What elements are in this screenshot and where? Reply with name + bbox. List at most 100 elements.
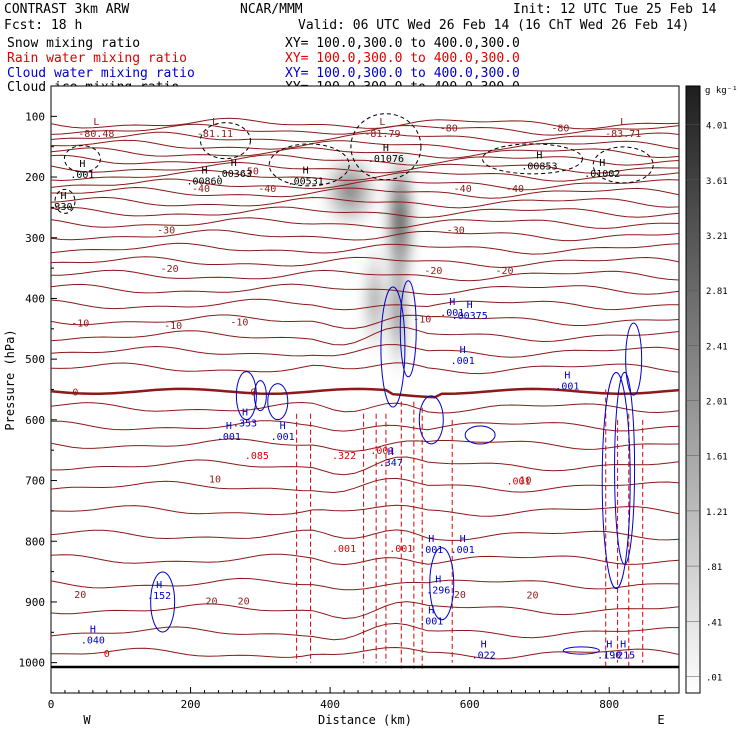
cloud-high-marker: H <box>460 345 466 356</box>
colorbar-tick-label: 2.41 <box>706 342 728 352</box>
isotherm-label: 10 <box>519 475 531 486</box>
colorbar-tick-label: .01 <box>706 673 722 683</box>
colorbar-ticks: 4.01 3.61 3.21 2.81 2.41 2.01 1.61 1.21 .81 .41 .0… <box>686 122 728 683</box>
cloud-ice-contour <box>481 143 583 175</box>
y-tick-label: 300 <box>25 232 45 245</box>
cloud-max-label: .022 <box>472 651 496 662</box>
cloud-water-contour <box>429 547 455 621</box>
x-tick-label: 600 <box>460 698 480 711</box>
cloud-water-contour <box>399 280 417 378</box>
x-axis-ticks: 0 200 400 600 800 <box>48 687 680 711</box>
isotherm-line <box>51 438 679 452</box>
isotherm-line <box>51 147 679 159</box>
low-value-label: -80.48 <box>78 129 114 140</box>
isotherm-line <box>51 178 679 191</box>
temperature-contours <box>51 117 679 660</box>
isotherm-label: 20 <box>205 597 217 608</box>
isotherm-line <box>51 154 679 166</box>
snow-plume-trail <box>361 240 389 360</box>
low-value-label: -81.79 <box>364 129 400 140</box>
colorbar-tick-label: 4.01 <box>706 122 728 132</box>
title-left: CONTRAST 3km ARW <box>4 2 130 17</box>
y-axis-ticks: 100 200 300 400 500 600 700 800 900 1000 <box>19 85 57 694</box>
low-value-label: -83.71 <box>605 129 641 140</box>
cloud-ice-contour <box>268 143 350 187</box>
cloud-max-label: .215 <box>611 651 635 662</box>
low-marker: L <box>93 117 99 128</box>
colorbar-tick-label: 1.21 <box>706 508 728 518</box>
cloud-high-marker: H <box>606 640 612 651</box>
isotherm-label: 0 <box>250 387 256 398</box>
isotherm-line <box>51 256 679 269</box>
cloud-water-contour <box>150 571 176 633</box>
isotherm-label: -20 <box>424 266 442 277</box>
low-marker: L <box>379 117 385 128</box>
colorbar-tick-label: 3.21 <box>706 232 728 242</box>
snow-high-marker: H <box>303 165 309 176</box>
colorbar-ramp <box>685 85 701 694</box>
isotherm-label: -80 <box>551 123 569 134</box>
low-value-label: -81.11 <box>197 129 233 140</box>
cloud-high-marker: H <box>242 408 248 419</box>
snow-max-label: .00853 <box>521 161 557 172</box>
cloud-water-contour <box>464 425 496 445</box>
isotherm-line <box>51 217 679 229</box>
isotherm-label: -40 <box>506 184 524 195</box>
isotherm-label: -20 <box>161 264 179 275</box>
field-xy-rain: XY= 100.0,300.0 to 400.0,300.0 <box>285 51 520 66</box>
cloud-max-label: .353 <box>233 419 257 430</box>
snow-high-marker: H <box>61 191 67 202</box>
cloud-max-label: .347 <box>379 458 403 469</box>
cloud-high-marker: H <box>428 534 434 545</box>
cloud-ice-contours <box>54 113 654 214</box>
x-tick-label: 0 <box>48 698 55 711</box>
zero-degree-isotherm <box>51 387 679 399</box>
cloud-water-contour <box>614 371 636 565</box>
cloud-high-marker: H <box>435 575 441 586</box>
rain-max-labels: .085 .322 .001 .001 .001 .001 0 <box>104 446 531 660</box>
y-tick-label: 700 <box>25 475 45 488</box>
isotherm-line <box>51 529 679 541</box>
isotherm-label: -10 <box>71 319 89 330</box>
isotherm-line <box>51 314 679 329</box>
cloud-high-marker: H <box>280 421 286 432</box>
colorbar-tick-label: 3.61 <box>706 177 728 187</box>
cloud-max-label: .001 <box>555 382 579 393</box>
snow-high-marker: H <box>79 159 85 170</box>
low-marker: L <box>212 117 218 128</box>
isotherm-label: -50 <box>241 166 259 177</box>
x-tick-label: 200 <box>181 698 201 711</box>
isotherm-line <box>51 269 679 282</box>
cloud-water-contour <box>267 383 289 421</box>
y-tick-label: 900 <box>25 596 45 609</box>
isotherm-line <box>51 283 679 296</box>
cloud-water-max-labels: H.001H.00375H.001H.353H.001H.001H.347H.0… <box>81 297 635 661</box>
isotherm-label: -10 <box>230 318 248 329</box>
isotherm-label: -30 <box>157 225 175 236</box>
cloud-water-contour <box>235 371 257 421</box>
cloud-max-label: .00375 <box>452 311 488 322</box>
cloud-high-marker: H <box>620 640 626 651</box>
snow-max-label: .00363 <box>216 169 252 180</box>
cloud-max-label: .040 <box>81 635 105 646</box>
isotherm-line <box>51 420 679 432</box>
cloud-water-contours <box>150 280 643 655</box>
isotherm-line <box>51 298 679 311</box>
isotherm-line <box>51 161 679 174</box>
field-xy-snow: XY= 100.0,300.0 to 400.0,300.0 <box>285 36 520 51</box>
rain-water-contours <box>296 389 644 669</box>
snow-max-label: .01076 <box>368 154 404 165</box>
cloud-water-contour <box>562 646 600 655</box>
rain-max-label: .001 <box>389 544 413 555</box>
isotherm-line <box>51 196 679 209</box>
isotherm-label: -10 <box>164 321 182 332</box>
x-tick-label: 800 <box>599 698 619 711</box>
isotherm-line <box>51 123 679 136</box>
isotherm-line <box>51 186 679 199</box>
isotherm-label: -10 <box>413 314 431 325</box>
cloud-max-label: .001 <box>440 308 464 319</box>
isotherm-label: 20 <box>454 590 466 601</box>
valid-time: Valid: 06 UTC Wed 26 Feb 14 (16 ChT Wed … <box>298 18 690 33</box>
isotherm-line <box>51 401 679 414</box>
